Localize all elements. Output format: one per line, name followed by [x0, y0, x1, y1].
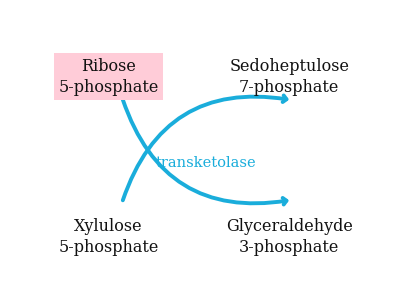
FancyArrowPatch shape: [123, 95, 286, 200]
FancyArrowPatch shape: [123, 100, 286, 205]
Text: transketolase: transketolase: [156, 156, 256, 170]
Text: Glyceraldehyde
3-phosphate: Glyceraldehyde 3-phosphate: [226, 218, 353, 256]
Text: Ribose
5-phosphate: Ribose 5-phosphate: [58, 58, 159, 96]
Text: Sedoheptulose
7-phosphate: Sedoheptulose 7-phosphate: [229, 58, 349, 96]
Text: Xylulose
5-phosphate: Xylulose 5-phosphate: [58, 218, 159, 256]
